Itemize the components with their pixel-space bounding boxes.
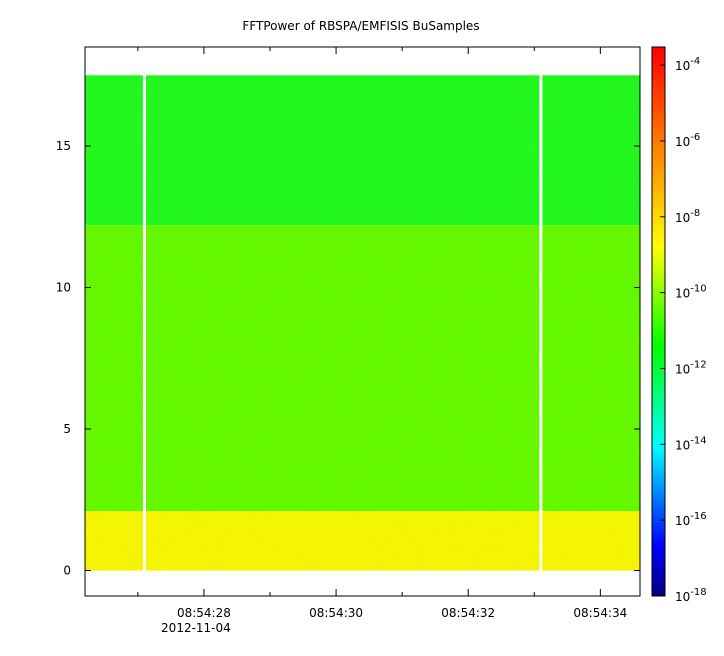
y-tick-label: 5 bbox=[63, 422, 71, 436]
spectrogram-noise bbox=[85, 75, 640, 571]
y-tick-label: 10 bbox=[56, 281, 71, 295]
colorbar-tick-label: 10-10 bbox=[675, 284, 707, 301]
colorbar-tick-label: 10-4 bbox=[675, 56, 700, 73]
x-tick-date-label: 2012-11-04 bbox=[161, 621, 231, 635]
x-tick-label: 08:54:32 bbox=[441, 606, 495, 620]
colorbar-tick-label: 10-12 bbox=[675, 359, 707, 376]
x-tick-label: 08:54:30 bbox=[309, 606, 363, 620]
y-tick-label: 15 bbox=[56, 139, 71, 153]
y-tick-label: 0 bbox=[63, 564, 71, 578]
colorbar-ticks: 10-4 10-6 10-8 10-10 10-12 10-14 10-16 10-18 bbox=[660, 56, 707, 604]
colorbar-tick-label: 10-6 bbox=[675, 132, 700, 149]
chart-title: FFTPower of RBSPA/EMFISIS BuSamples bbox=[242, 19, 479, 33]
data-gap bbox=[539, 74, 543, 572]
colorbar-tick-label: 10-16 bbox=[675, 511, 707, 528]
plot-frame bbox=[84, 46, 641, 597]
data-gap bbox=[142, 74, 146, 572]
x-tick-label: 08:54:34 bbox=[573, 606, 627, 620]
data-gaps bbox=[142, 74, 543, 572]
spectrogram-texture bbox=[85, 75, 640, 571]
colorbar-tick-label: 10-8 bbox=[675, 208, 700, 225]
x-tick-label: 08:54:28 bbox=[177, 606, 231, 620]
colorbar-tick-label: 10-18 bbox=[675, 587, 707, 604]
y-axis: 0 5 10 15 bbox=[56, 139, 640, 578]
colorbar-tick-label: 10-14 bbox=[675, 435, 707, 452]
colorbar-gradient bbox=[651, 46, 666, 597]
colorbar: 10-4 10-6 10-8 10-10 10-12 10-14 10-16 10-18 bbox=[651, 46, 707, 604]
